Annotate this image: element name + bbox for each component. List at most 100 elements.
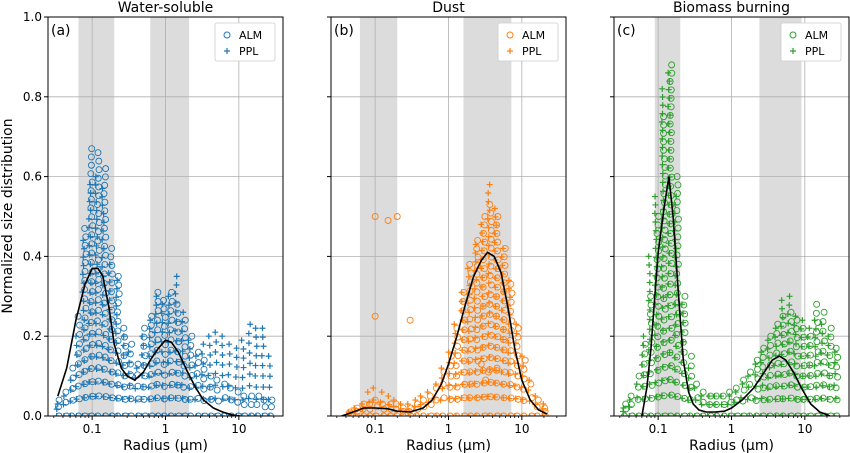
data-point [378, 413, 385, 416]
data-point [459, 336, 466, 343]
data-point [253, 396, 260, 403]
data-point [698, 413, 705, 416]
data-point [659, 127, 666, 134]
data-point [806, 325, 813, 332]
data-point [113, 285, 120, 292]
data-point [159, 382, 166, 389]
data-point [438, 365, 445, 372]
data-point [778, 332, 785, 339]
x-tick-label: 1 [445, 422, 453, 436]
data-point [499, 316, 506, 323]
data-point [94, 174, 102, 182]
data-point [646, 316, 653, 323]
data-point [692, 396, 699, 403]
data-point [766, 412, 774, 416]
data-point [819, 347, 827, 355]
data-point [647, 412, 655, 416]
data-point [666, 112, 673, 119]
data-point [92, 310, 99, 317]
data-point [212, 348, 219, 355]
data-point [757, 359, 764, 366]
data-point [804, 352, 811, 359]
data-point [119, 383, 126, 390]
data-point [167, 346, 175, 354]
data-point [55, 396, 63, 404]
data-point [798, 334, 805, 341]
data-point [154, 412, 162, 416]
data-point [671, 366, 678, 373]
data-point [172, 395, 179, 402]
data-point [108, 244, 116, 252]
data-point [487, 244, 495, 252]
data-point [467, 412, 475, 416]
panel-1: 0.0 0.2 0.4 0.6 0.8 1.0 0.1 1 10 (a) Water-soluble… [23, 0, 284, 453]
data-point [659, 110, 666, 117]
data-point [173, 300, 181, 308]
data-point [73, 352, 80, 359]
data-point [121, 412, 129, 416]
data-point [152, 359, 159, 366]
data-point [67, 413, 74, 416]
data-point [654, 343, 661, 351]
data-point [691, 413, 698, 416]
data-point [167, 412, 175, 416]
data-point [168, 316, 176, 324]
data-point [485, 342, 492, 349]
data-point [147, 321, 155, 329]
data-point [752, 397, 760, 405]
data-point [240, 364, 247, 371]
data-point [737, 394, 744, 401]
data-point [366, 405, 374, 413]
data-point [92, 393, 99, 400]
data-point [87, 298, 95, 306]
data-point [659, 102, 666, 109]
data-point [819, 330, 826, 337]
data-point [60, 393, 67, 400]
data-point [260, 343, 267, 350]
data-point [180, 309, 187, 316]
data-point [81, 380, 89, 388]
data-point [88, 412, 96, 416]
data-point [813, 384, 820, 391]
data-point [505, 339, 512, 346]
data-point [479, 238, 486, 245]
data-point [88, 231, 96, 239]
data-point [661, 235, 668, 243]
data-point [437, 397, 444, 404]
panel-2: 0.1 1 10 (b) Dust Radius (μm) ALM PPL [327, 0, 567, 453]
data-point [81, 367, 89, 375]
data-point [106, 316, 113, 323]
data-point [473, 412, 481, 416]
data-point [792, 340, 799, 347]
data-point [80, 381, 87, 388]
data-point [87, 318, 95, 326]
data-point [812, 396, 819, 403]
data-point [672, 379, 679, 386]
data-point [526, 377, 533, 384]
data-point [100, 365, 108, 373]
data-point [507, 394, 515, 402]
data-point [646, 270, 653, 277]
data-point [628, 412, 636, 416]
data-point [485, 289, 492, 296]
data-point [99, 236, 106, 243]
data-point [158, 370, 165, 377]
data-point [207, 412, 215, 416]
data-point [753, 412, 760, 416]
data-point [778, 323, 785, 330]
data-point [81, 357, 88, 364]
data-point [138, 352, 145, 359]
data-point [226, 341, 233, 348]
data-point [654, 322, 662, 330]
data-point [666, 392, 673, 399]
data-point [471, 285, 478, 292]
data-point [212, 329, 219, 336]
data-point [266, 413, 273, 416]
data-point [472, 368, 479, 375]
data-point [681, 329, 689, 337]
data-point [666, 362, 673, 369]
data-point [412, 412, 420, 416]
data-point [827, 324, 835, 332]
data-point [731, 413, 738, 416]
data-point [473, 326, 481, 334]
